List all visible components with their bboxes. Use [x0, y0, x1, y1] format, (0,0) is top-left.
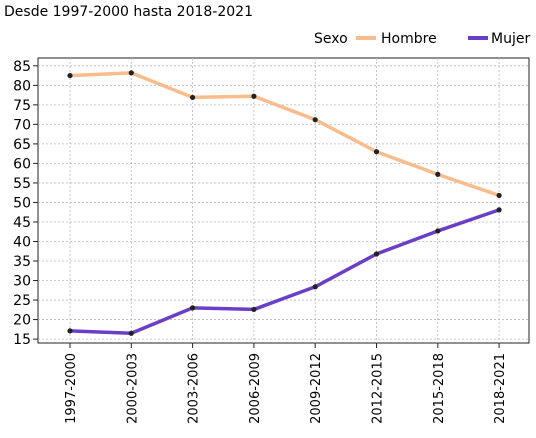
- y-tick-label: 20: [13, 313, 31, 329]
- y-tick-label: 30: [13, 274, 31, 290]
- y-tick-label: 75: [13, 98, 31, 114]
- plot-frame: [37, 57, 530, 344]
- x-tick-label: 2003-2006: [187, 353, 202, 424]
- legend-label-mujer: Mujer: [491, 31, 530, 47]
- x-tick-label: 2006-2009: [248, 353, 263, 424]
- legend-label-hombre: Hombre: [381, 31, 437, 47]
- x-tick-label: 2018-2021: [493, 353, 508, 424]
- y-tick-label: 85: [13, 59, 31, 75]
- y-tick-label: 45: [13, 215, 31, 231]
- data-point-hombre: [251, 93, 257, 99]
- x-tick-label: 1997-2000: [64, 353, 79, 424]
- y-tick-label: 25: [13, 293, 31, 309]
- y-tick-label: 55: [13, 176, 31, 192]
- y-tick-label: 15: [13, 332, 31, 348]
- legend-title: Sexo: [314, 31, 348, 47]
- series-line-hombre: [68, 71, 501, 198]
- x-tick-label: 2012-2015: [371, 353, 386, 424]
- chart-title: Desde 1997-2000 hasta 2018-2021: [4, 4, 253, 20]
- axes: 15 20 25 30 35 40 45 50 55 60 65 70 75 80 85 1997-2000 2…: [13, 59, 508, 424]
- data-point-mujer: [496, 207, 502, 213]
- y-tick-label: 35: [13, 254, 31, 270]
- y-tick-label: 80: [13, 78, 31, 94]
- legend: Sexo Hombre Mujer: [314, 31, 530, 47]
- series-line-mujer: [68, 208, 501, 335]
- data-point-mujer: [128, 330, 134, 336]
- data-point-hombre: [190, 94, 196, 101]
- data-point-mujer: [67, 328, 73, 334]
- grid: [38, 58, 529, 343]
- data-point-hombre: [312, 117, 318, 123]
- data-point-mujer: [312, 284, 318, 290]
- x-tick-label: 2000-2003: [125, 353, 140, 424]
- data-point-mujer: [435, 228, 441, 234]
- y-tick-label: 65: [13, 137, 31, 153]
- series-group: [67, 70, 502, 336]
- data-point-hombre: [128, 70, 134, 76]
- y-tick-label: 60: [13, 156, 31, 172]
- data-point-hombre: [435, 171, 441, 177]
- x-tick-label: 2015-2018: [432, 353, 447, 424]
- data-point-hombre: [496, 192, 502, 199]
- data-point-mujer: [373, 251, 380, 257]
- data-point-mujer: [251, 306, 257, 313]
- data-point-hombre: [373, 149, 380, 155]
- x-tick-label: 2009-2012: [309, 353, 324, 424]
- y-tick-label: 40: [13, 234, 31, 250]
- data-point-mujer: [190, 305, 196, 311]
- data-point-hombre: [67, 72, 73, 79]
- y-tick-label: 70: [13, 117, 31, 133]
- y-tick-label: 50: [13, 195, 31, 211]
